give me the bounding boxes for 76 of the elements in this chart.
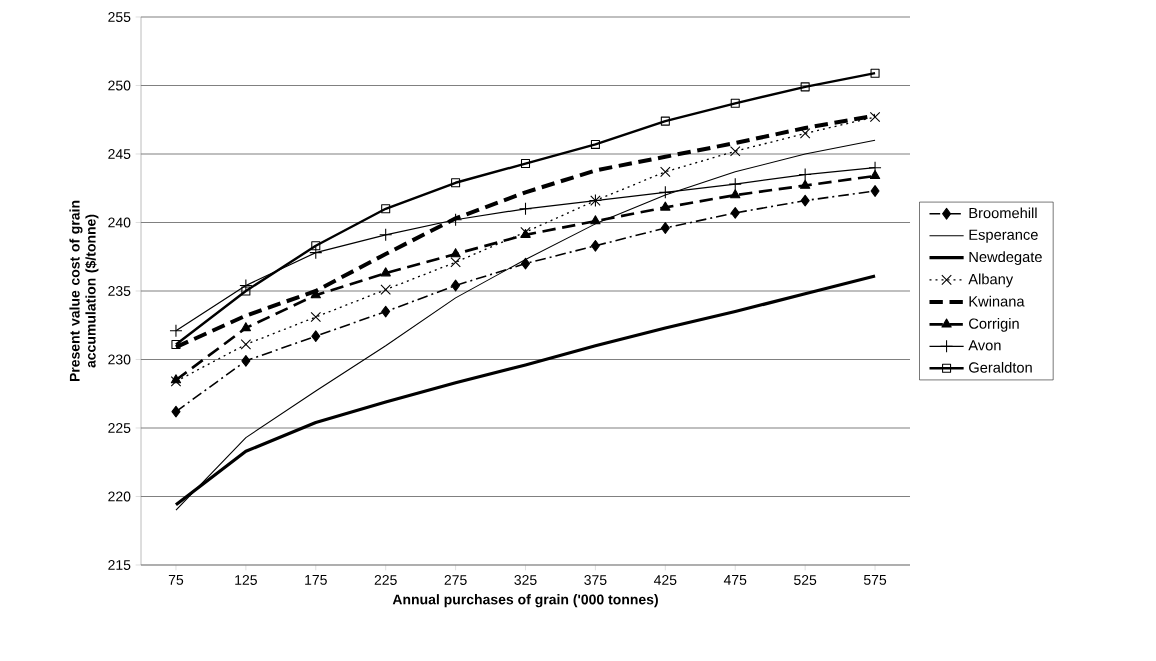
point — [798, 168, 812, 182]
point — [800, 194, 810, 207]
point — [309, 246, 323, 260]
point — [241, 286, 251, 296]
point — [520, 159, 531, 169]
point — [380, 267, 391, 277]
point — [240, 339, 252, 350]
point — [730, 189, 741, 199]
point — [660, 166, 671, 178]
x-tick-label: 175 — [305, 575, 327, 585]
x-tick-label: 375 — [584, 575, 607, 585]
x-tick-label: 225 — [374, 575, 397, 585]
x-tick-label: 75 — [168, 575, 184, 585]
point — [799, 128, 811, 139]
y-tick-label: 255 — [108, 12, 131, 22]
line-series — [175, 139, 876, 511]
x-tick-label: 525 — [794, 575, 817, 585]
x-tick-label: 275 — [444, 575, 467, 585]
point — [520, 257, 531, 270]
point — [730, 207, 740, 219]
point — [728, 177, 742, 191]
y-tick-label: 235 — [108, 286, 131, 296]
point — [729, 146, 741, 157]
point — [380, 284, 391, 295]
point — [310, 311, 322, 323]
point — [730, 98, 740, 108]
point — [660, 116, 670, 126]
point — [590, 215, 601, 225]
y-tick-label: 215 — [108, 560, 131, 570]
y-tick-label: 245 — [108, 149, 131, 159]
point — [381, 204, 391, 214]
point — [379, 228, 393, 242]
point — [169, 324, 183, 338]
point — [451, 279, 461, 292]
point — [450, 256, 461, 268]
point — [590, 139, 600, 149]
legend-label: Broomehill — [969, 207, 1037, 219]
x-tick-label: 575 — [863, 575, 887, 585]
point — [590, 239, 600, 252]
y-axis-title: Present value cost of grain accumulation ($/tonne) — [69, 200, 99, 382]
point — [660, 222, 670, 234]
point — [870, 68, 880, 78]
legend-label: Avon — [968, 340, 1001, 351]
point — [450, 248, 461, 258]
point — [660, 201, 671, 211]
legend-label: Corrigin — [969, 318, 1019, 332]
x-axis-title: Annual purchases of grain ('000 tonnes) — [392, 594, 658, 608]
point — [658, 185, 672, 199]
x-tick-label: 425 — [653, 575, 677, 585]
point — [799, 179, 811, 189]
x-tick-label: 325 — [514, 575, 537, 585]
point — [381, 305, 391, 318]
legend-label: Geraldton — [969, 361, 1032, 373]
point — [449, 213, 463, 227]
point — [451, 178, 461, 188]
y-tick-label: 240 — [108, 217, 131, 228]
point — [800, 82, 810, 92]
point — [311, 330, 321, 343]
legend-label: Kwinana — [969, 295, 1025, 307]
point — [241, 355, 251, 367]
y-tick-label: 225 — [108, 423, 131, 433]
point — [518, 202, 533, 216]
y-tick-label: 250 — [108, 80, 131, 91]
point — [869, 111, 881, 123]
x-tick-label: 125 — [235, 575, 257, 585]
point — [171, 339, 181, 349]
y-tick-label: 220 — [108, 491, 131, 502]
legend-label: Newdegate — [969, 251, 1042, 265]
point — [311, 241, 321, 251]
y-tick-label: 230 — [108, 354, 131, 365]
point — [171, 405, 181, 418]
point — [870, 185, 880, 197]
x-tick-label: 475 — [723, 575, 747, 585]
legend-label: Esperance — [969, 229, 1038, 243]
legend-label: Albany — [968, 273, 1014, 288]
point — [240, 322, 252, 332]
